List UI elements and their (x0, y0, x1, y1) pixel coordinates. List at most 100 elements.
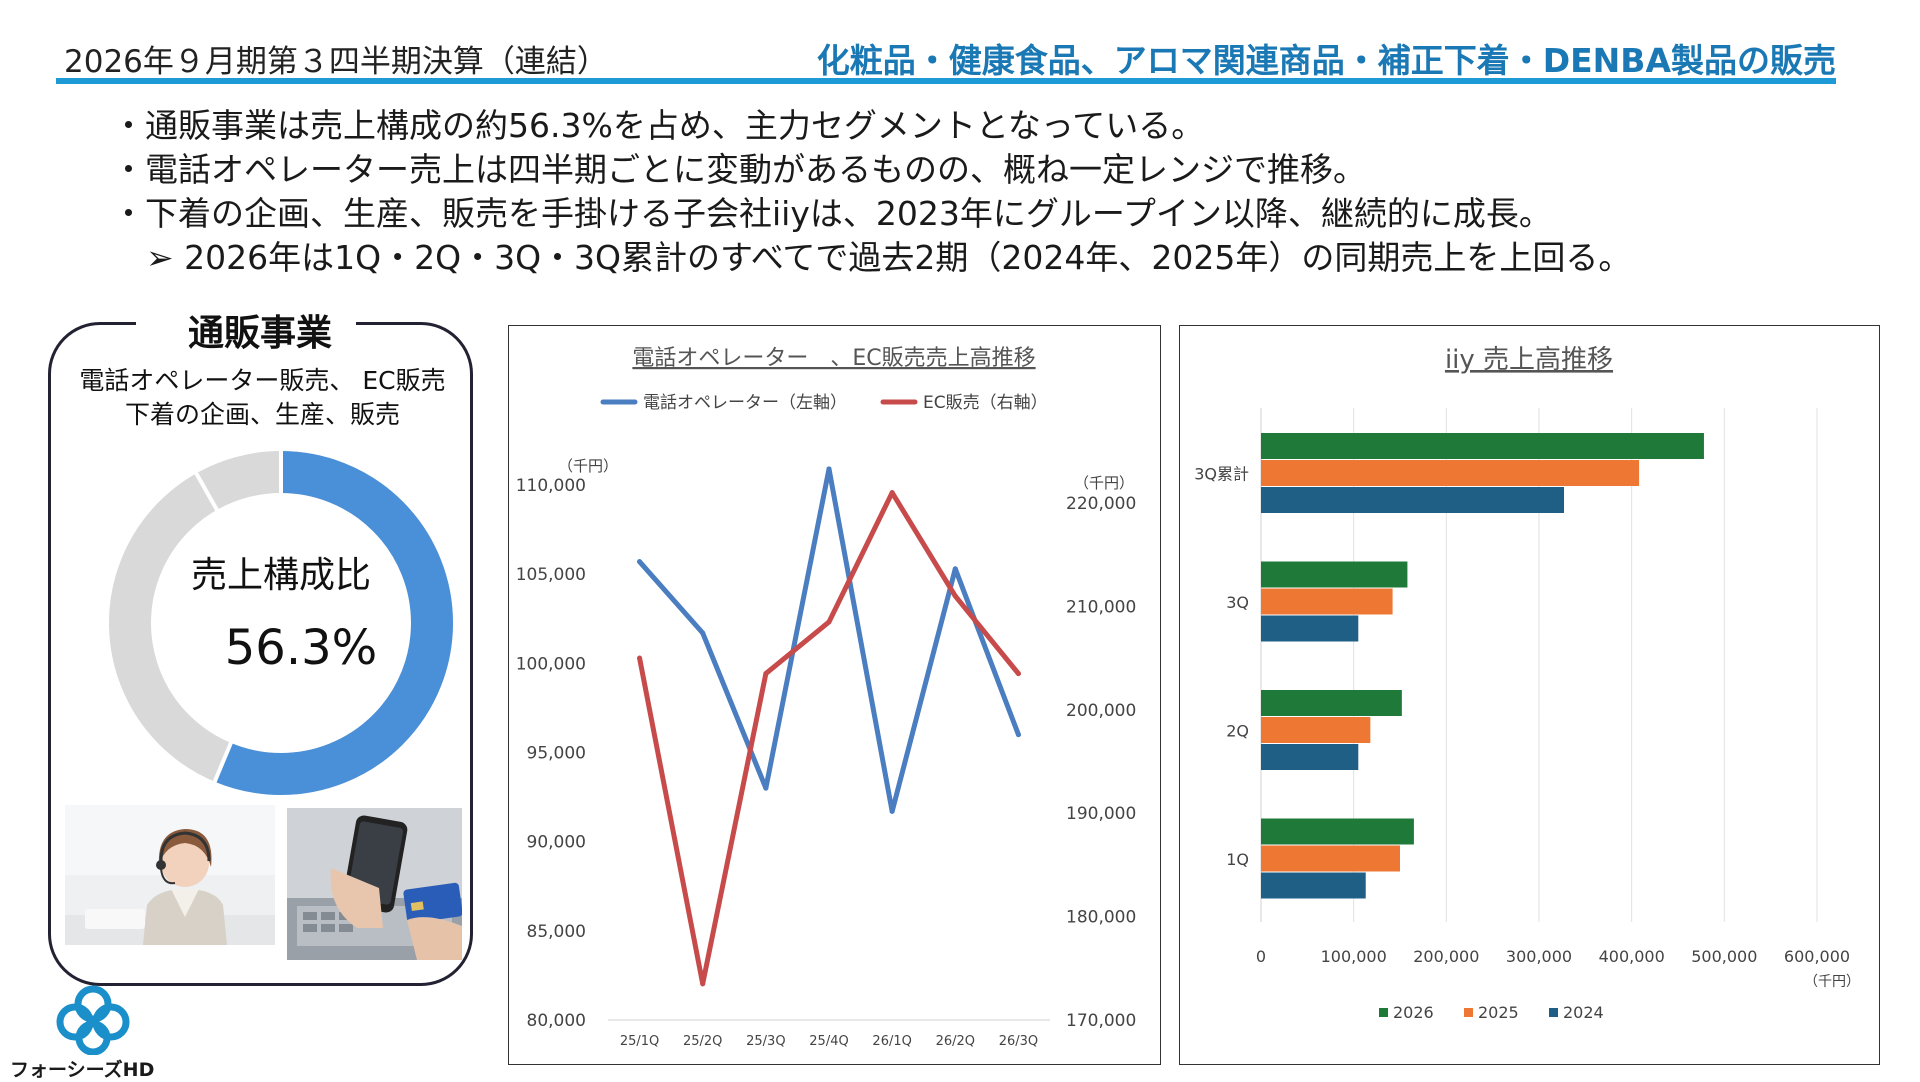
data-point (763, 785, 769, 791)
y-left-tick-label: 100,000 (516, 654, 586, 674)
bar (1261, 615, 1359, 642)
y-left-tick-label: 95,000 (527, 744, 586, 764)
data-point (700, 981, 706, 987)
y-right-tick-label: 220,000 (1066, 494, 1136, 514)
y-right-tick-label: 200,000 (1066, 701, 1136, 721)
segment-share-donut (109, 450, 453, 795)
line-chart-frame (508, 325, 1161, 1065)
y-right-unit: （千円） (1074, 474, 1134, 492)
segment-description-line2: 下着の企画、生産、販売 (124, 400, 400, 429)
legend-swatch (1464, 1008, 1473, 1017)
line-chart-title: 電話オペレーター 、EC販売売上高推移 (632, 346, 1035, 371)
sub-bullet: ➢ 2026年は1Q・2Q・3Q・3Q累計のすべてで過去2期（2024年、202… (112, 236, 1631, 280)
legend-label: 電話オペレーター（左軸） (643, 393, 847, 413)
legend-label: 2024 (1563, 1003, 1604, 1022)
bar (1261, 744, 1359, 770)
bullet-item: ・下着の企画、生産、販売を手掛ける子会社iiyは、2023年にグループイン以降、… (112, 194, 1552, 233)
x-tick-label: 26/2Q (936, 1034, 975, 1049)
bar-chart: iiy 売上高推移 0 100,000 200,000 300,000 400,000 50… (1194, 345, 1860, 1022)
x-tick-label: 25/3Q (746, 1034, 785, 1049)
y-left-unit: （千円） (558, 457, 618, 475)
x-tick-label: 500,000 (1691, 947, 1757, 966)
bar (1261, 690, 1402, 716)
y-right-tick-label: 190,000 (1066, 804, 1136, 824)
y-left-tick-label: 105,000 (516, 565, 586, 585)
legend-label: EC販売（右軸） (923, 393, 1048, 413)
donut-label: 売上構成比 (190, 555, 371, 596)
legend-label: 2025 (1478, 1003, 1519, 1022)
company-logo: フォーシーズHD (10, 985, 170, 1081)
bar (1261, 845, 1400, 872)
y-left-tick-label: 85,000 (527, 922, 586, 942)
bar (1261, 487, 1565, 513)
operator-with-headset-photo (65, 805, 275, 945)
y-left-tick-label: 90,000 (527, 833, 586, 853)
x-tick-label: 25/2Q (683, 1034, 722, 1049)
data-point (889, 808, 895, 814)
series-line (637, 466, 1021, 814)
data-point (826, 466, 832, 472)
y-left-tick-label: 80,000 (527, 1011, 586, 1031)
donut-separator (193, 470, 220, 513)
x-axis-unit: （千円） (1804, 974, 1860, 990)
data-point (826, 619, 832, 625)
category-label: 2Q (1226, 722, 1249, 741)
bar (1261, 818, 1414, 845)
y-left-tick-label: 110,000 (516, 476, 586, 496)
legend-swatch (1549, 1008, 1558, 1017)
bar (1261, 588, 1393, 615)
bullet-list: ・通販事業は売上構成の約56.3%を占め、主力セグメントとなっている。 ・電話オ… (112, 104, 1631, 280)
category-label: 3Q (1226, 593, 1249, 612)
quatrefoil-logo-icon (56, 985, 130, 1055)
x-tick-label: 26/3Q (999, 1034, 1038, 1049)
x-tick-label: 400,000 (1599, 947, 1665, 966)
segment-title-bg (136, 302, 356, 348)
x-tick-label: 25/1Q (620, 1034, 659, 1049)
bar (1261, 460, 1640, 486)
bar (1261, 872, 1366, 899)
bar (1261, 717, 1371, 743)
bar-chart-title: iiy 売上高推移 (1445, 345, 1613, 375)
series-line (637, 490, 1021, 987)
bullet-item: ・通販事業は売上構成の約56.3%を占め、主力セグメントとなっている。 (112, 106, 1205, 145)
data-point (1015, 671, 1021, 677)
data-point (700, 630, 706, 636)
x-tick-label: 200,000 (1413, 947, 1479, 966)
x-tick-label: 25/4Q (809, 1034, 848, 1049)
slide-header: 2026年９月期第３四半期決算（連結） 化粧品・健康食品、アロマ関連商品・補正下… (56, 26, 1836, 84)
header-title-right: 化粧品・健康食品、アロマ関連商品・補正下着・DENBA製品の販売 (816, 41, 1836, 80)
segment-description-line1: 電話オペレーター販売、 EC販売 (79, 366, 446, 395)
data-point (952, 593, 958, 599)
sub-bullet-text: 2026年は1Q・2Q・3Q・3Q累計のすべてで過去2期（2024年、2025年… (184, 238, 1632, 277)
data-point (637, 559, 643, 565)
y-right-tick-label: 180,000 (1066, 908, 1136, 928)
bullet-item: ・電話オペレーター売上は四半期ごとに変動があるものの、概ね一定レンジで推移。 (112, 150, 1366, 189)
x-tick-label: 300,000 (1506, 947, 1572, 966)
smartphone-credit-card-photo (287, 808, 462, 960)
x-tick-label: 0 (1256, 947, 1266, 966)
legend-label: 2026 (1393, 1003, 1434, 1022)
data-point (952, 566, 958, 572)
legend-swatch (1379, 1008, 1388, 1017)
sub-bullet-marker-icon: ➢ (146, 238, 174, 277)
data-point (763, 671, 769, 677)
x-tick-label: 100,000 (1321, 947, 1387, 966)
data-point (1015, 732, 1021, 738)
y-right-tick-label: 170,000 (1066, 1011, 1136, 1031)
bar (1261, 433, 1704, 459)
data-point (637, 655, 643, 661)
donut-value: 56.3% (224, 620, 378, 676)
category-label: 3Q累計 (1194, 465, 1249, 484)
x-tick-label: 26/1Q (872, 1034, 911, 1049)
donut-separator (212, 740, 234, 785)
x-tick-label: 600,000 (1784, 947, 1850, 966)
logo-text: フォーシーズHD (10, 1059, 155, 1081)
segment-title: 通販事業 (187, 313, 332, 354)
header-title-left: 2026年９月期第３四半期決算（連結） (64, 44, 608, 80)
data-point (889, 490, 895, 496)
category-label: 1Q (1226, 850, 1249, 869)
header-rule (56, 78, 1836, 84)
bar (1261, 561, 1408, 588)
y-right-tick-label: 210,000 (1066, 597, 1136, 617)
